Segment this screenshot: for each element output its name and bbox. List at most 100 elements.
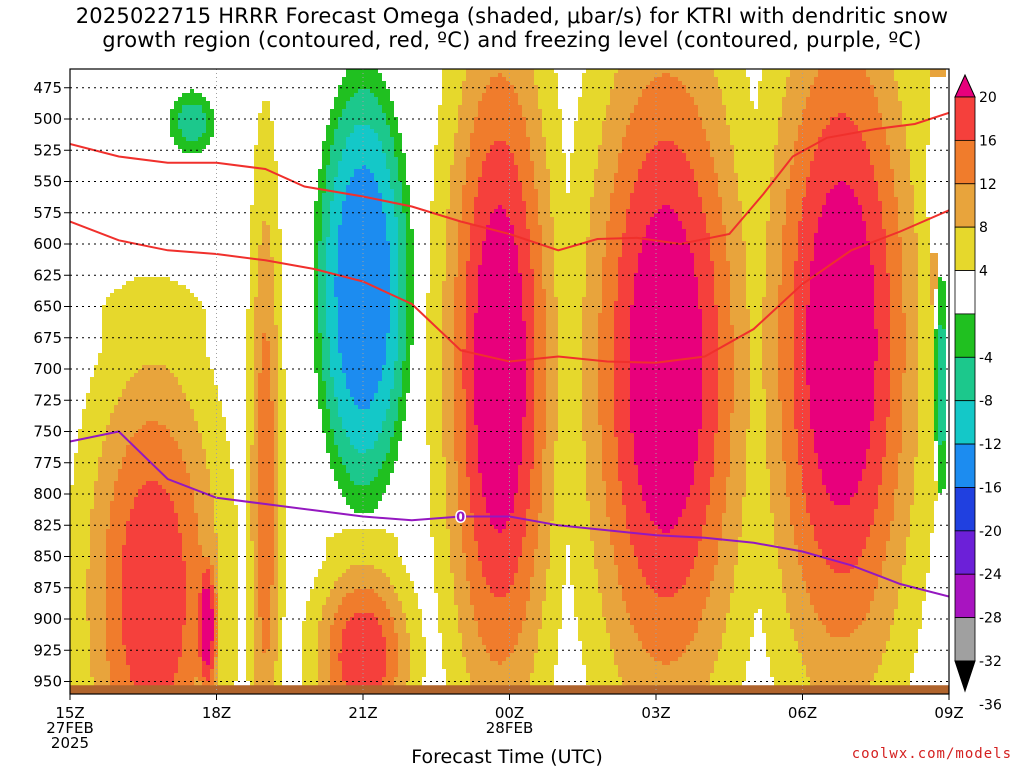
omega-cell bbox=[482, 169, 518, 173]
omega-cell bbox=[266, 333, 278, 337]
omega-cell bbox=[746, 285, 766, 289]
omega-cell bbox=[258, 509, 274, 513]
omega-cell bbox=[630, 537, 702, 541]
omega-cell bbox=[726, 489, 746, 493]
omega-cell bbox=[462, 533, 474, 537]
omega-cell bbox=[458, 245, 470, 249]
omega-cell bbox=[526, 121, 542, 125]
omega-cell bbox=[434, 589, 454, 593]
omega-cell bbox=[206, 465, 230, 469]
omega-cell bbox=[786, 77, 814, 81]
omega-cell bbox=[614, 421, 630, 425]
omega-cell bbox=[322, 145, 330, 149]
omega-cell bbox=[190, 89, 194, 93]
omega-cell bbox=[302, 637, 318, 641]
omega-cell bbox=[818, 457, 866, 461]
omega-cell bbox=[782, 417, 794, 421]
omega-cell bbox=[214, 565, 218, 569]
omega-cell bbox=[782, 585, 806, 589]
omega-cell bbox=[406, 225, 410, 229]
omega-cell bbox=[730, 425, 750, 429]
omega-cell bbox=[426, 365, 442, 369]
omega-cell bbox=[122, 557, 182, 561]
omega-cell bbox=[446, 233, 458, 237]
omega-cell bbox=[394, 385, 402, 389]
omega-cell bbox=[406, 233, 414, 237]
omega-cell bbox=[874, 317, 890, 321]
omega-cell bbox=[514, 649, 538, 653]
omega-cell bbox=[598, 365, 614, 369]
omega-cell bbox=[470, 229, 486, 233]
omega-cell bbox=[778, 329, 794, 333]
omega-cell bbox=[806, 365, 874, 369]
omega-cell bbox=[122, 553, 182, 557]
omega-cell bbox=[382, 373, 394, 377]
omega-cell bbox=[246, 549, 254, 553]
omega-cell bbox=[466, 557, 478, 561]
omega-cell bbox=[614, 393, 630, 397]
omega-cell bbox=[602, 141, 622, 145]
omega-cell bbox=[406, 245, 414, 249]
omega-cell bbox=[454, 373, 462, 377]
omega-cell bbox=[826, 489, 858, 493]
omega-cell bbox=[454, 361, 462, 365]
omega-cell bbox=[890, 393, 902, 397]
omega-cell bbox=[486, 649, 514, 653]
omega-cell bbox=[570, 185, 594, 189]
omega-cell bbox=[454, 441, 466, 445]
omega-cell bbox=[726, 113, 782, 117]
omega-cell bbox=[446, 521, 462, 525]
omega-cell bbox=[262, 341, 270, 345]
omega-cell bbox=[546, 409, 558, 413]
omega-cell bbox=[218, 605, 238, 609]
omega-cell bbox=[746, 257, 766, 261]
omega-cell bbox=[638, 269, 694, 273]
omega-cell bbox=[598, 161, 618, 165]
omega-cell bbox=[482, 489, 518, 493]
omega-cell bbox=[134, 497, 170, 501]
omega-cell bbox=[278, 377, 286, 381]
omega-cell bbox=[526, 521, 538, 525]
omega-cell bbox=[762, 345, 778, 349]
omega-cell bbox=[610, 637, 638, 641]
omega-cell bbox=[918, 409, 934, 413]
omega-cell bbox=[334, 533, 394, 537]
omega-cell bbox=[278, 345, 282, 349]
omega-cell bbox=[106, 585, 122, 589]
omega-cell bbox=[186, 621, 198, 625]
omega-cell bbox=[618, 573, 642, 577]
omega-cell bbox=[430, 289, 442, 293]
omega-cell bbox=[474, 353, 526, 357]
omega-cell bbox=[406, 337, 414, 341]
omega-cell bbox=[478, 621, 522, 625]
omega-cell bbox=[810, 521, 874, 525]
omega-cell bbox=[742, 501, 770, 505]
omega-cell bbox=[270, 341, 278, 345]
omega-cell bbox=[546, 401, 558, 405]
omega-cell bbox=[518, 561, 534, 565]
omega-cell bbox=[274, 553, 278, 557]
omega-cell bbox=[198, 633, 202, 637]
omega-cell bbox=[342, 645, 386, 649]
omega-cell bbox=[722, 537, 738, 541]
omega-cell bbox=[326, 541, 398, 545]
omega-cell bbox=[406, 349, 410, 353]
omega-cell bbox=[70, 605, 86, 609]
omega-cell bbox=[426, 341, 442, 345]
omega-cell bbox=[746, 429, 766, 433]
omega-cell bbox=[386, 229, 398, 233]
omega-cell bbox=[790, 621, 822, 625]
omega-cell bbox=[810, 413, 874, 417]
omega-cell bbox=[710, 141, 730, 145]
omega-cell bbox=[558, 353, 582, 357]
omega-cell bbox=[746, 485, 770, 489]
omega-cell bbox=[706, 213, 722, 217]
omega-cell bbox=[590, 521, 610, 525]
omega-cell bbox=[542, 225, 554, 229]
omega-cell bbox=[178, 529, 198, 533]
omega-cell bbox=[198, 597, 202, 601]
omega-cell bbox=[538, 85, 558, 89]
omega-cell bbox=[762, 369, 778, 373]
omega-cell bbox=[698, 453, 714, 457]
omega-cell bbox=[434, 185, 450, 189]
